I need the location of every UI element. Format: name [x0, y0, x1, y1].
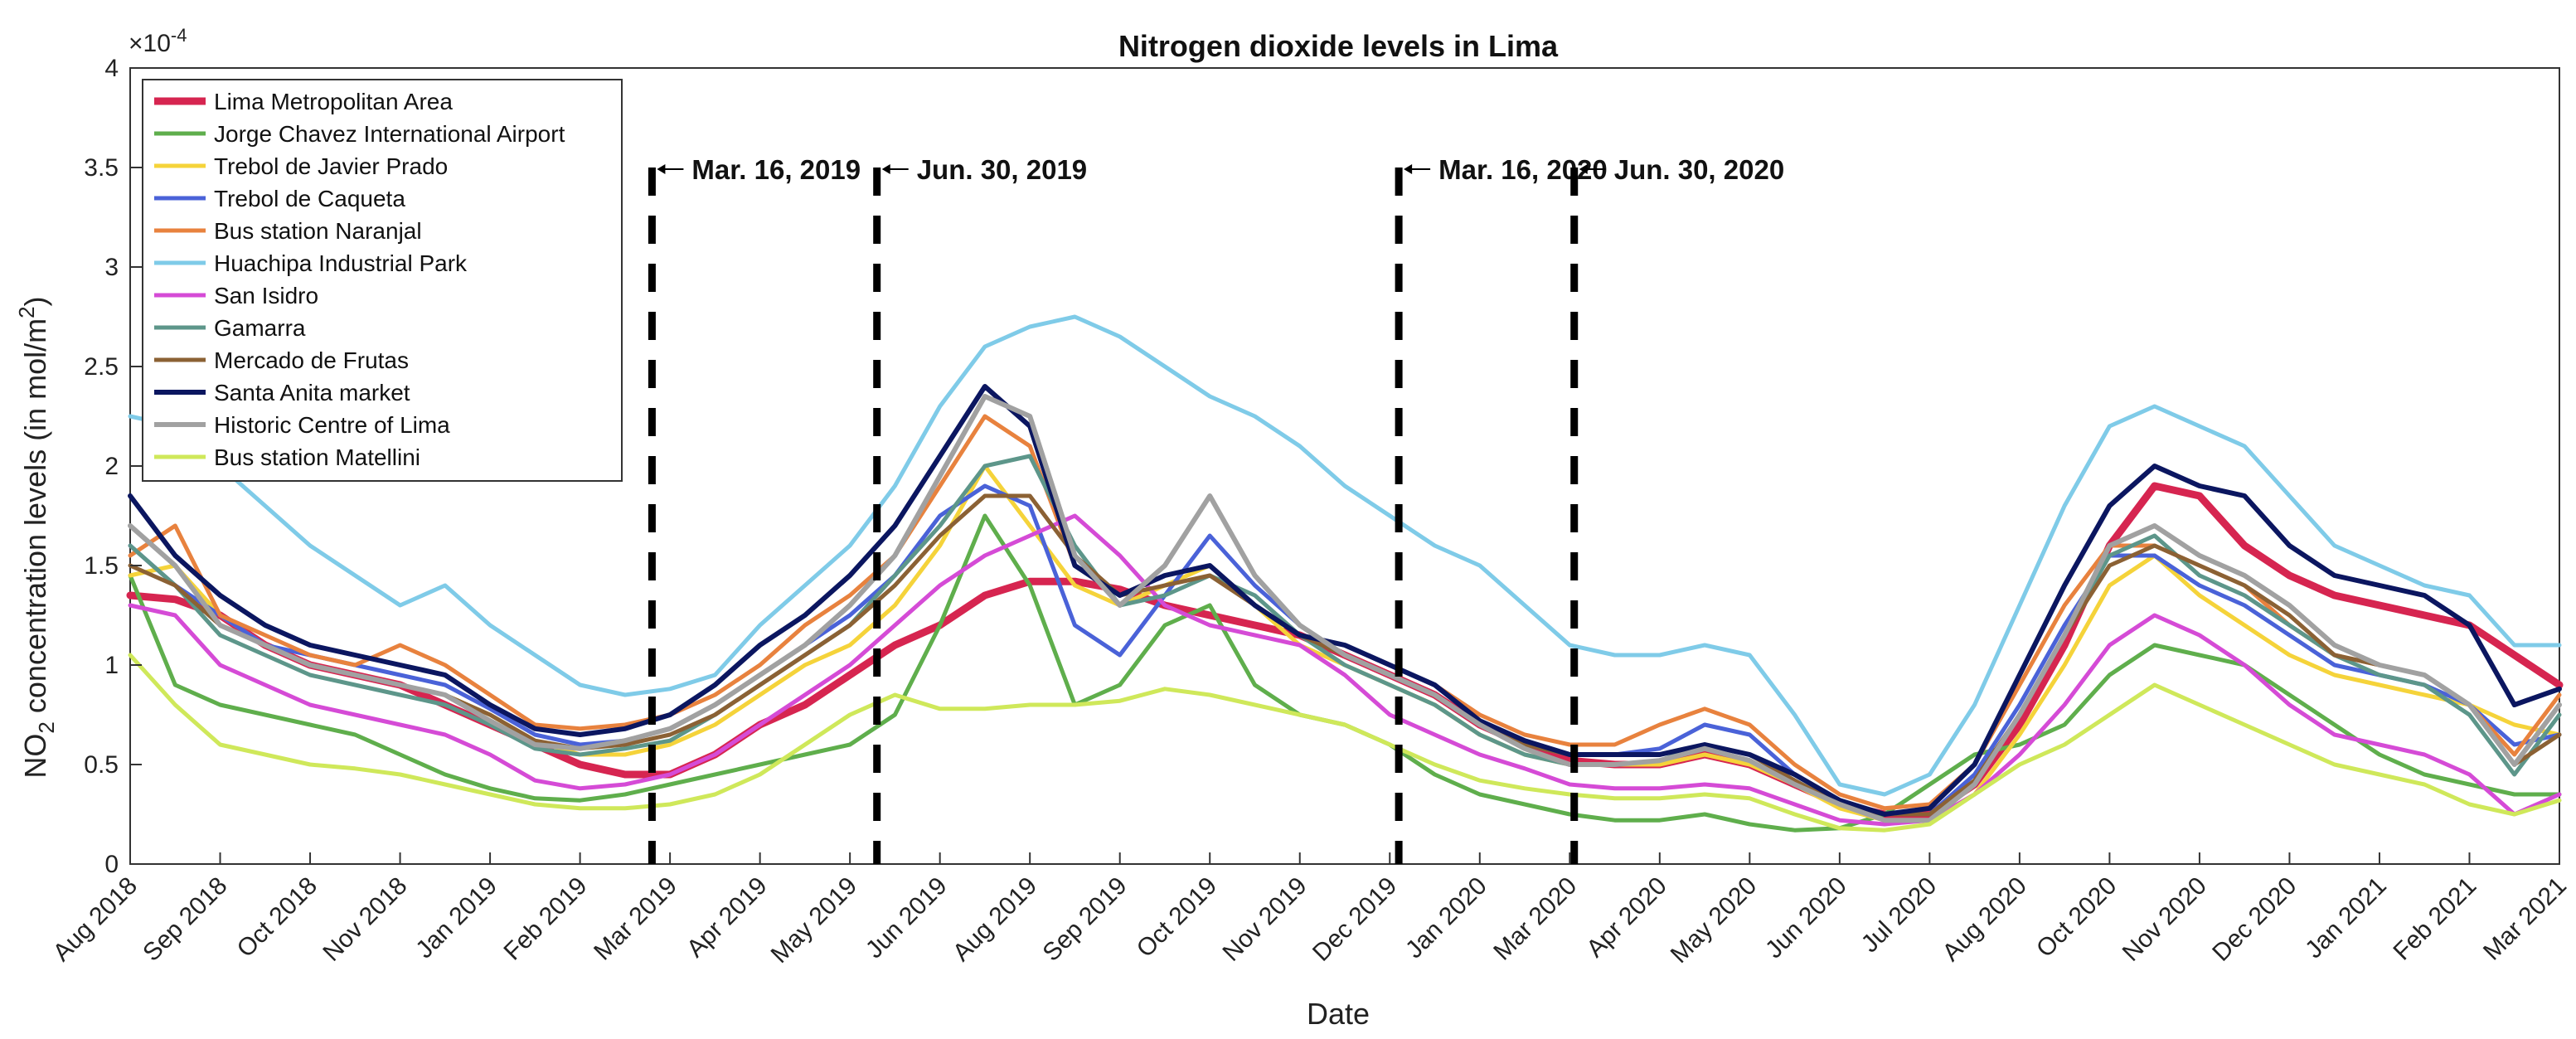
legend-box — [142, 79, 623, 482]
x-tick-label: Dec 2019 — [1307, 872, 1402, 967]
x-tick-label: Jan 2020 — [1400, 872, 1492, 964]
event-label-1: Mar. 16, 2019 — [691, 154, 861, 185]
event-arrowhead-2 — [881, 164, 890, 174]
event-arrowhead-4 — [1579, 164, 1588, 174]
x-tick-label: Nov 2018 — [318, 872, 412, 967]
series-line-10 — [128, 384, 2562, 817]
y-tick-label: 0.5 — [84, 751, 119, 779]
x-tick-label: Feb 2019 — [499, 872, 593, 966]
event-label-4: Jun. 30, 2020 — [1614, 154, 1784, 185]
event-label-3: Mar. 16, 2020 — [1438, 154, 1608, 185]
x-tick-label: Apr 2019 — [682, 872, 772, 963]
x-tick-label: Jun 2020 — [1760, 872, 1852, 964]
x-tick-label: Aug 2019 — [948, 872, 1042, 967]
x-tick-label: Jun 2019 — [861, 872, 953, 964]
series-line-11 — [128, 394, 2562, 823]
x-tick-label: Nov 2020 — [2118, 872, 2212, 967]
legend-label: Lima Metropolitan Area — [214, 89, 453, 114]
event-arrowhead-1 — [657, 164, 666, 174]
x-tick-label: Jan 2021 — [2300, 872, 2392, 964]
chart-title: Nitrogen dioxide levels in Lima — [1118, 29, 1559, 63]
x-tick-label: Jul 2020 — [1856, 872, 1943, 959]
y-tick-label: 1.5 — [84, 552, 119, 580]
x-tick-label: Aug 2018 — [48, 872, 143, 967]
x-tick-label: May 2019 — [766, 872, 862, 969]
x-tick-label: Mar 2021 — [2478, 872, 2572, 966]
y-tick-label: 1 — [104, 652, 119, 679]
y-exponent: ×10-4 — [129, 25, 187, 57]
x-axis-label: Date — [1307, 997, 1370, 1031]
legend-label: Jorge Chavez International Airport — [214, 121, 565, 147]
series-lines — [126, 314, 2564, 833]
series-line-8 — [128, 454, 2562, 823]
y-tick-label: 0 — [104, 851, 119, 878]
x-tick-label: Jan 2019 — [410, 872, 502, 964]
legend-label: Bus station Naranjal — [214, 218, 422, 244]
legend-label: Trebol de Caqueta — [214, 186, 405, 211]
x-tick-label: Oct 2019 — [1132, 872, 1222, 963]
x-tick-label: Feb 2021 — [2388, 872, 2481, 966]
x-tick-label: Oct 2020 — [2031, 872, 2122, 963]
series-line-6 — [128, 314, 2562, 797]
legend-label: Gamarra — [214, 315, 306, 341]
event-label-2: Jun. 30, 2019 — [917, 154, 1087, 185]
event-markers: Mar. 16, 2019 Jun. 30, 2019 Mar. 16, 2020 J… — [648, 154, 1784, 864]
x-tick-label: Dec 2020 — [2207, 872, 2302, 967]
x-tick-label: Aug 2020 — [1938, 872, 2032, 967]
x-tick-label: Mar 2020 — [1488, 872, 1582, 966]
legend-label: Santa Anita market — [214, 380, 410, 405]
event-arrowhead-3 — [1404, 164, 1413, 174]
y-axis-ticks: 0 0.5 1 1.5 2 2.5 3 3.5 4 — [84, 55, 142, 878]
x-tick-label: Nov 2019 — [1218, 872, 1312, 967]
y-tick-label: 2 — [104, 453, 119, 480]
legend-label: Bus station Matellini — [214, 444, 420, 470]
y-tick-label: 3 — [104, 254, 119, 281]
y-tick-label: 2.5 — [84, 353, 119, 381]
y-axis-label: NO2 concentration levels (in mol/m2) — [14, 296, 59, 778]
x-tick-label: Apr 2020 — [1581, 872, 1671, 963]
legend-label: Mercado de Frutas — [214, 347, 409, 373]
y-tick-label: 3.5 — [84, 154, 119, 182]
x-tick-label: May 2020 — [1666, 872, 1762, 969]
x-tick-label: Mar 2019 — [589, 872, 682, 966]
y-tick-label: 4 — [104, 55, 119, 82]
legend-label: Huachipa Industrial Park — [214, 250, 468, 276]
series-line-12 — [128, 653, 2562, 833]
legend: Lima Metropolitan Area Jorge Chavez Inter… — [142, 79, 623, 482]
x-tick-label: Oct 2018 — [232, 872, 323, 963]
x-tick-label: Sep 2019 — [1037, 872, 1132, 967]
legend-label: San Isidro — [214, 283, 318, 308]
legend-label: Historic Centre of Lima — [214, 412, 450, 438]
legend-label: Trebol de Javier Prado — [214, 153, 448, 179]
x-tick-label: Sep 2018 — [138, 872, 232, 967]
series-line-7 — [128, 513, 2562, 827]
